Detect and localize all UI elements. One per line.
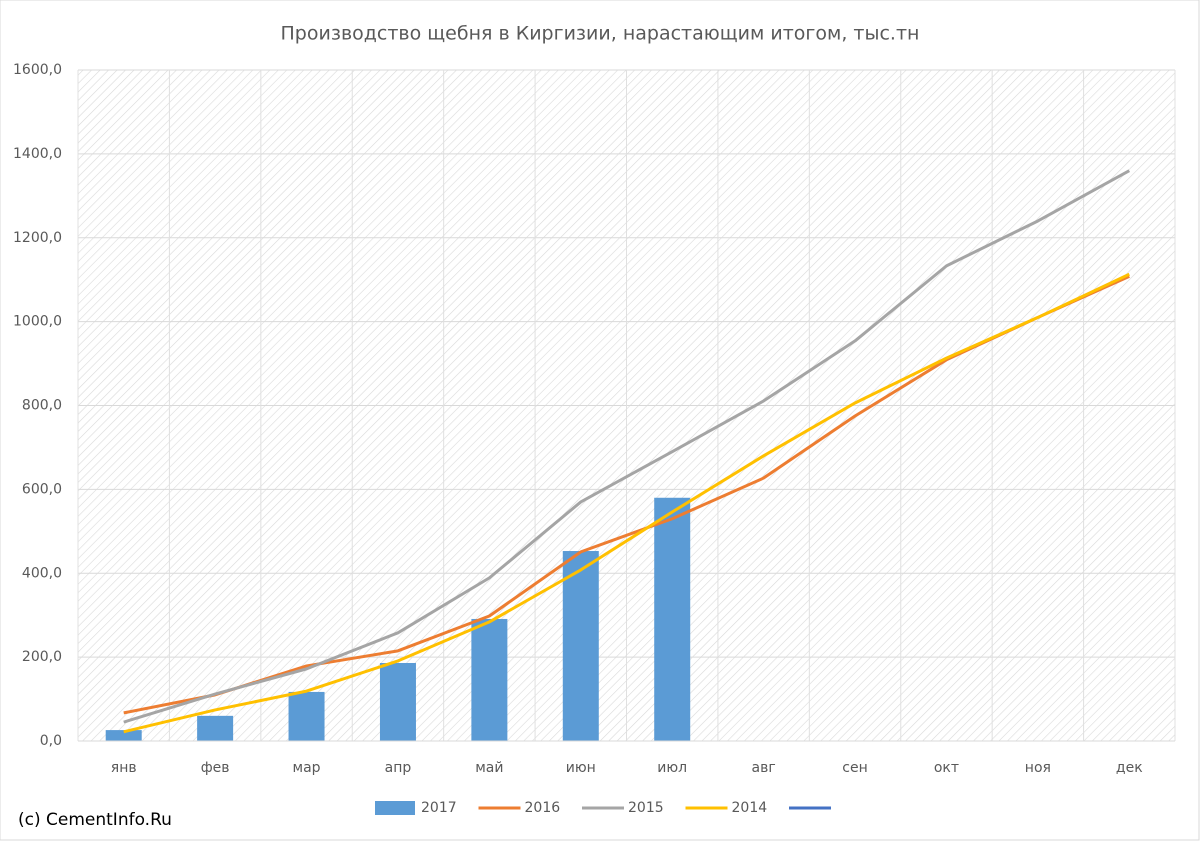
x-tick-label: май bbox=[475, 760, 503, 776]
y-tick-label: 200,0 bbox=[22, 649, 62, 665]
bar bbox=[654, 497, 691, 741]
legend-label: 2014 bbox=[732, 800, 768, 816]
y-tick-label: 800,0 bbox=[22, 398, 62, 414]
x-tick-label: ноя bbox=[1025, 760, 1051, 776]
bar bbox=[379, 662, 416, 741]
y-tick-label: 1000,0 bbox=[13, 314, 62, 330]
y-tick-label: 0,0 bbox=[40, 733, 62, 749]
x-tick-label: сен bbox=[842, 760, 867, 776]
y-tick-label: 1200,0 bbox=[13, 230, 62, 246]
y-tick-label: 1600,0 bbox=[13, 62, 62, 78]
y-tick-label: 400,0 bbox=[22, 565, 62, 581]
bar bbox=[562, 551, 599, 741]
legend-swatch bbox=[375, 801, 415, 815]
x-tick-label: дек bbox=[1116, 760, 1143, 776]
x-tick-label: окт bbox=[934, 760, 959, 776]
bar bbox=[471, 618, 508, 741]
line bbox=[123, 169, 1131, 724]
x-tick-label: фев bbox=[201, 760, 230, 776]
legend-label: 2015 bbox=[628, 800, 664, 816]
x-tick-label: авг bbox=[752, 760, 776, 776]
legend-label: 2017 bbox=[421, 800, 457, 816]
line bbox=[123, 272, 1130, 734]
source: (c) CementInfo.Ru bbox=[18, 810, 172, 830]
x-tick-label: июн bbox=[566, 760, 596, 776]
y-tick-label: 1400,0 bbox=[13, 146, 62, 162]
chart-title: Производство щебня в Киргизии, нарастающ… bbox=[281, 23, 920, 45]
x-tick-label: апр bbox=[385, 760, 412, 776]
bar bbox=[105, 730, 142, 741]
bar bbox=[197, 715, 234, 741]
x-tick-label: янв bbox=[111, 760, 137, 776]
x-tick-label: июл bbox=[657, 760, 687, 776]
x-tick-label: мар bbox=[293, 760, 321, 776]
legend-label: 2016 bbox=[525, 800, 561, 816]
y-tick-label: 600,0 bbox=[22, 481, 62, 497]
bar bbox=[288, 691, 325, 741]
